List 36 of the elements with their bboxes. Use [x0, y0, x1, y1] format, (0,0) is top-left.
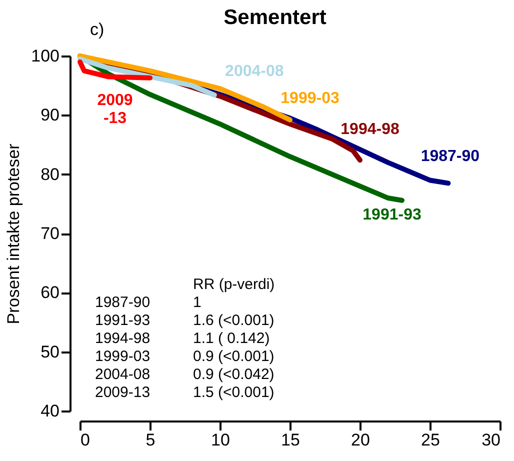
- annotation: 1.1 ( 0.142): [193, 330, 270, 347]
- annotation: 2009-13: [95, 384, 150, 401]
- annotation: 2004-08: [95, 366, 150, 383]
- x-tick-label: 0: [80, 430, 90, 450]
- annotation: 1: [193, 294, 202, 311]
- annotation: 1991-93: [95, 312, 150, 329]
- y-axis-title: Prosent intakte proteser: [4, 143, 24, 324]
- annotation: 1999-03: [95, 348, 150, 365]
- series-label: 1991-93: [362, 206, 422, 224]
- y-tick-label: 90: [40, 106, 60, 125]
- annotation: 0.9 (<0.001): [193, 348, 274, 365]
- chart-title: Sementert: [224, 6, 326, 29]
- x-tick-label: 10: [211, 430, 230, 450]
- annotation: 1994-98: [95, 330, 150, 347]
- series-label: 1999-03: [280, 90, 340, 107]
- annotation: RR (p-verdi): [193, 276, 275, 293]
- annotation: 1987-90: [95, 294, 150, 311]
- series-label: 1987-90: [420, 148, 480, 166]
- x-tick-label: 5: [146, 430, 156, 450]
- series-label: 2004-08: [225, 63, 284, 80]
- y-tick-label: 60: [40, 283, 60, 302]
- x-tick-label: 30: [482, 430, 500, 450]
- y-tick-label: 40: [40, 402, 60, 420]
- annotation: 1.5 (<0.001): [193, 384, 274, 401]
- y-tick-label: 70: [40, 224, 60, 243]
- x-tick-label: 15: [281, 430, 300, 450]
- series-label: 2009 -13: [97, 92, 133, 127]
- y-tick-label: 50: [40, 342, 60, 362]
- annotation: 1.6 (<0.001): [193, 312, 274, 329]
- annotation: 0.9 (<0.042): [193, 366, 274, 383]
- x-tick-label: 25: [421, 430, 440, 450]
- y-tick-label: 100: [31, 46, 60, 66]
- series-label: 1994-98: [340, 121, 400, 138]
- text: c): [90, 20, 104, 39]
- y-tick-label: 80: [40, 164, 60, 184]
- x-tick-label: 20: [351, 430, 370, 450]
